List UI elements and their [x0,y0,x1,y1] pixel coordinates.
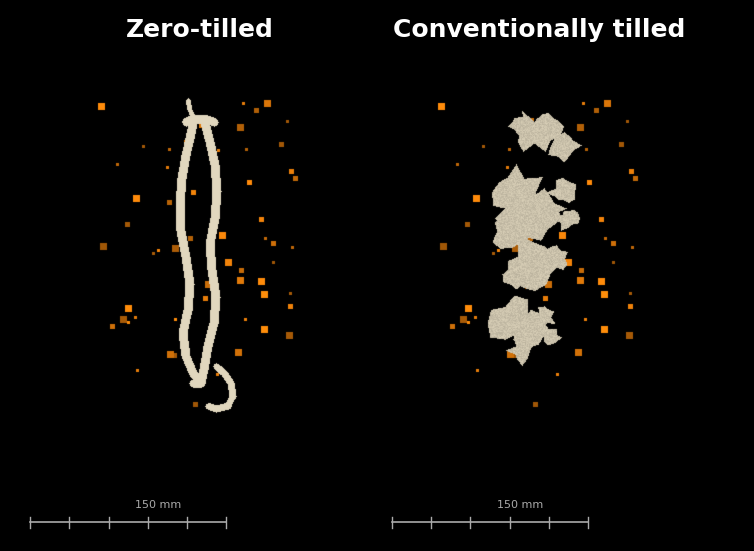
Text: Zero-tilled: Zero-tilled [126,18,274,42]
Text: 150 mm: 150 mm [497,500,544,510]
Text: 150 mm: 150 mm [135,500,182,510]
Text: Conventionally tilled: Conventionally tilled [393,18,685,42]
